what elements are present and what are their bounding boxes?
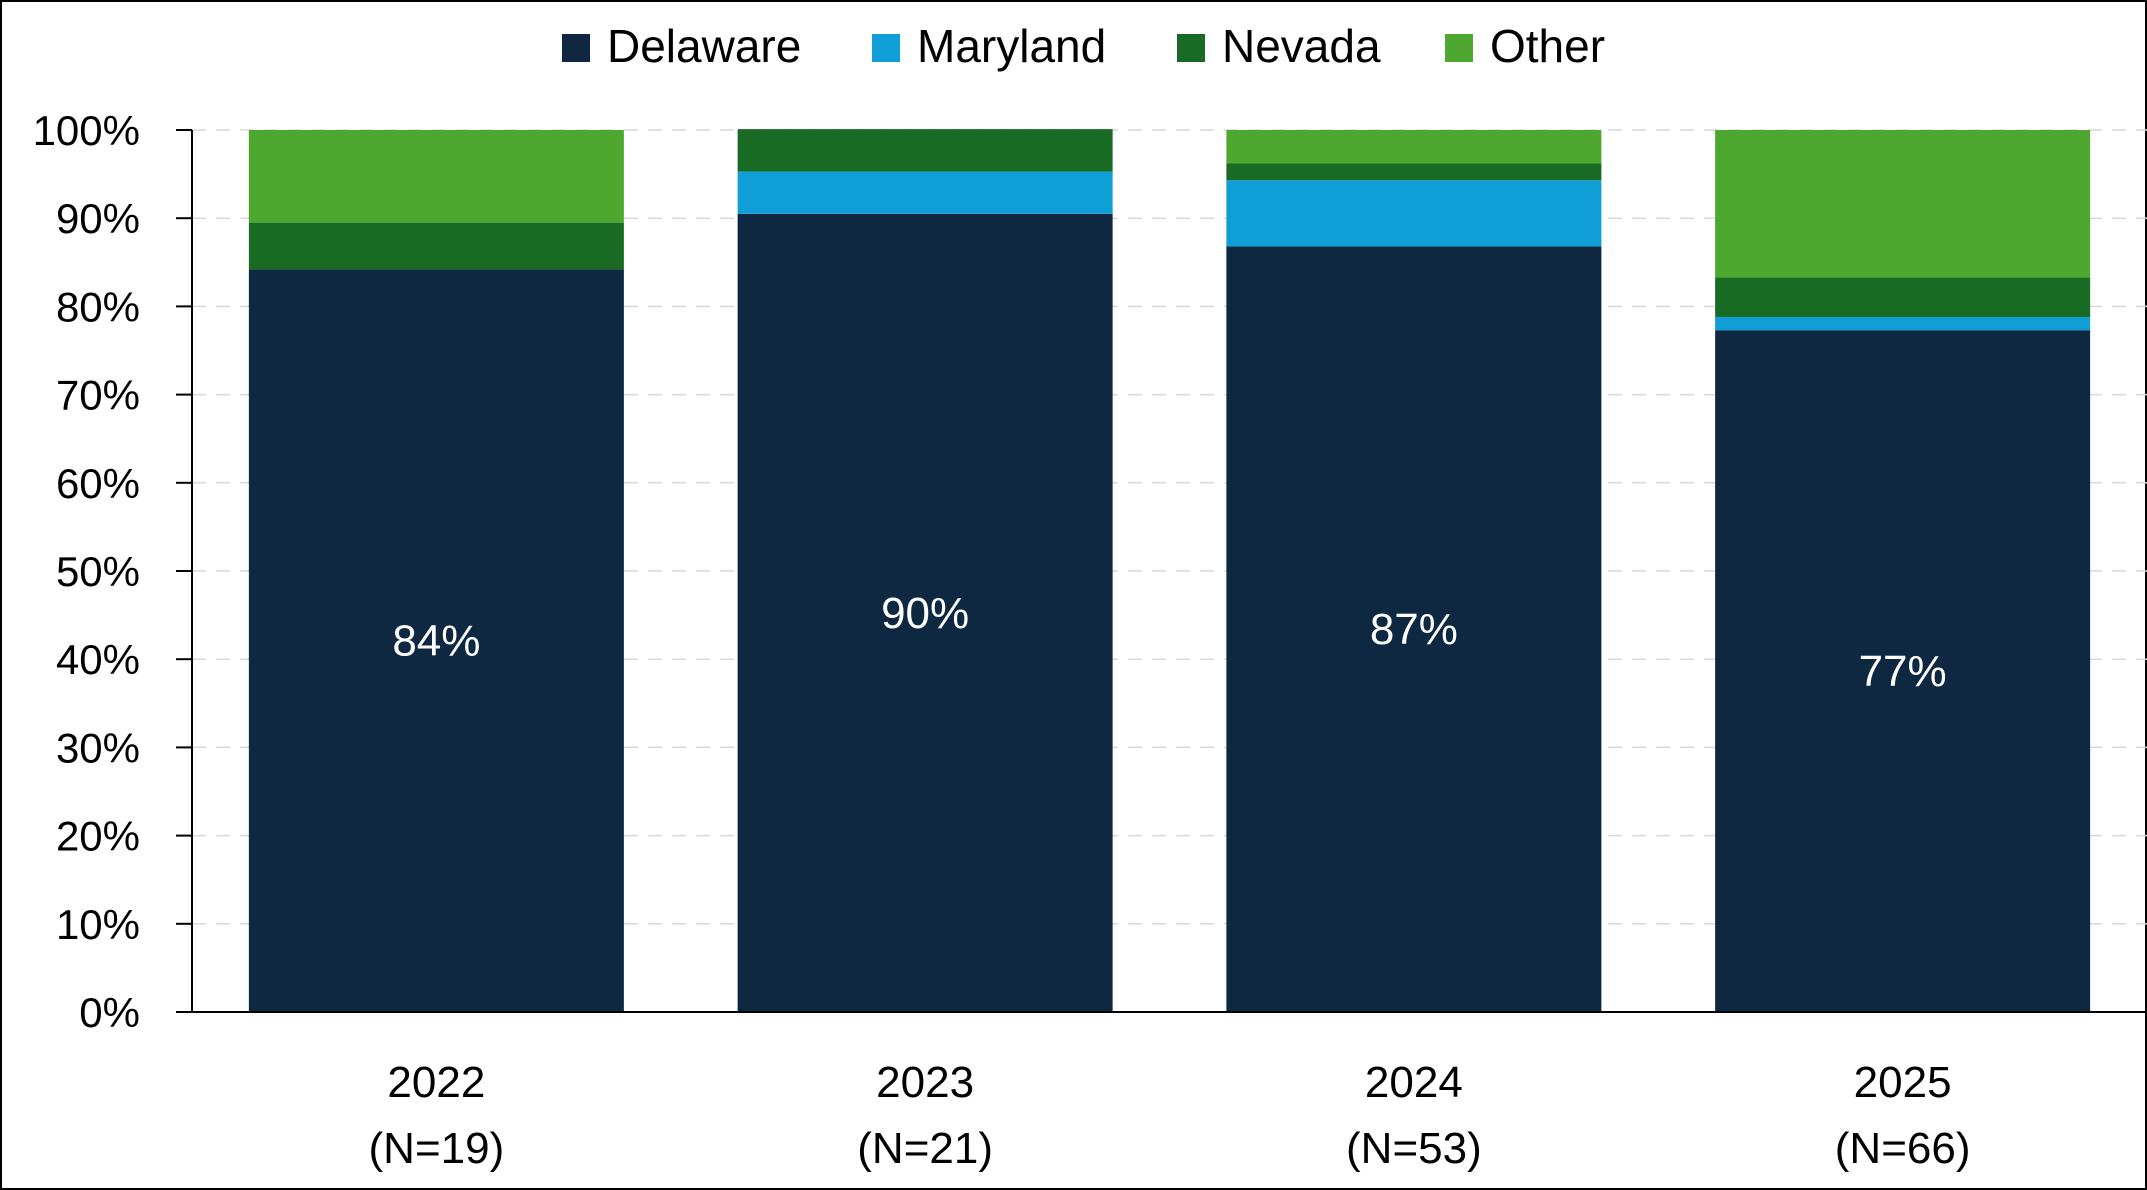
legend-swatch: [1177, 34, 1205, 62]
legend-swatch: [872, 34, 900, 62]
bar-other-2025: [1715, 130, 2091, 278]
x-tick-label: 2023: [876, 1058, 974, 1107]
data-label: 77%: [1859, 647, 1947, 696]
x-tick-sublabel: (N=19): [369, 1124, 505, 1173]
y-tick-label: 60%: [56, 460, 140, 507]
legend-swatch: [1445, 34, 1473, 62]
bar-delaware-2024: [1226, 246, 1602, 1012]
x-tick-sublabel: (N=53): [1346, 1124, 1482, 1173]
bar-nevada-2023: [737, 129, 1113, 172]
y-tick-label: 80%: [56, 283, 140, 330]
legend-label: Maryland: [917, 20, 1106, 72]
bar-nevada-2022: [248, 222, 624, 270]
x-tick-label: 2025: [1854, 1058, 1952, 1107]
bar-delaware-2023: [737, 213, 1113, 1013]
bar-maryland-2024: [1226, 180, 1602, 247]
legend-swatch: [562, 34, 590, 62]
x-tick-sublabel: (N=21): [857, 1124, 993, 1173]
bar-delaware-2022: [248, 269, 624, 1013]
y-tick-label: 40%: [56, 636, 140, 683]
data-label: 87%: [1370, 605, 1458, 654]
legend-item-delaware: Delaware: [562, 20, 801, 72]
legend-label: Nevada: [1222, 20, 1381, 72]
legend-item-other: Other: [1445, 20, 1605, 72]
y-tick-label: 100%: [33, 107, 140, 154]
x-tick-label: 2024: [1365, 1058, 1463, 1107]
bar-nevada-2024: [1226, 163, 1602, 181]
bar-delaware-2025: [1715, 330, 2091, 1012]
y-tick-label: 30%: [56, 724, 140, 771]
x-tick-label: 2022: [387, 1058, 485, 1107]
bar-other-2022: [248, 130, 624, 223]
x-tick-sublabel: (N=66): [1835, 1124, 1971, 1173]
bar-maryland-2023: [737, 171, 1113, 214]
legend-item-maryland: Maryland: [872, 20, 1106, 72]
y-tick-label: 0%: [79, 989, 140, 1036]
legend-label: Delaware: [607, 20, 801, 72]
data-label: 84%: [392, 617, 480, 666]
y-tick-label: 10%: [56, 901, 140, 948]
data-label: 90%: [881, 589, 969, 638]
legend-item-nevada: Nevada: [1177, 20, 1381, 72]
y-tick-label: 20%: [56, 813, 140, 860]
bar-other-2024: [1226, 130, 1602, 164]
bar-maryland-2025: [1715, 316, 2091, 331]
y-tick-label: 70%: [56, 372, 140, 419]
y-tick-label: 90%: [56, 195, 140, 242]
bar-nevada-2025: [1715, 277, 2091, 317]
legend-label: Other: [1490, 20, 1605, 72]
y-tick-label: 50%: [56, 548, 140, 595]
